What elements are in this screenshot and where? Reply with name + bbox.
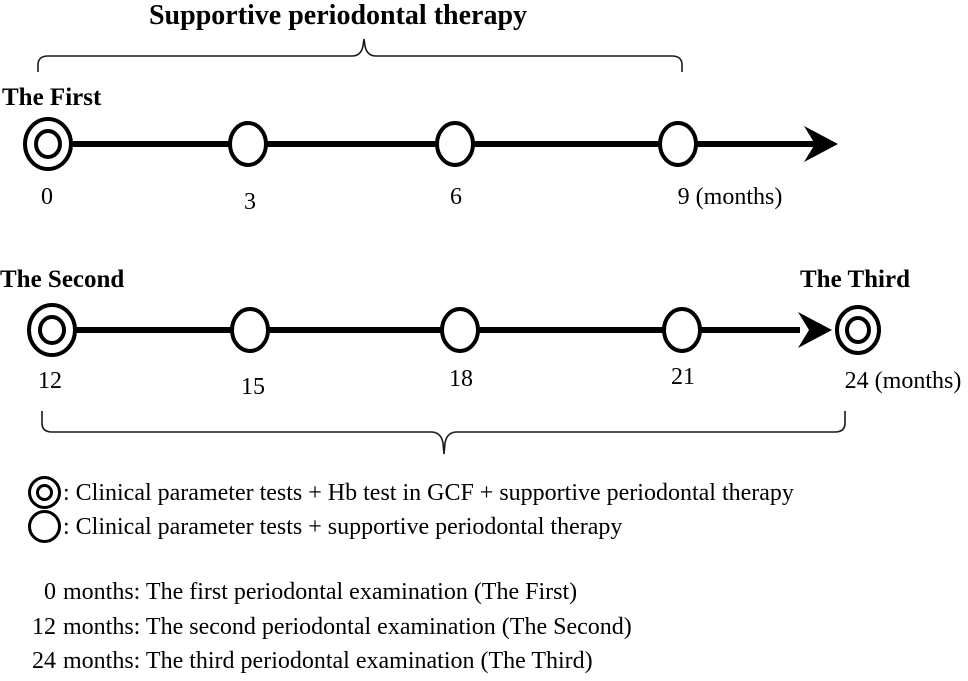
tick-21-months: 21 [671, 364, 695, 390]
note-second-number: 12 [32, 614, 56, 640]
event-6-months-circle-icon [435, 121, 475, 167]
tick-18-months: 18 [449, 366, 473, 392]
note-third-number: 24 [32, 648, 56, 674]
event-21-months-circle-icon [662, 307, 702, 353]
tick-0-months: 0 [41, 184, 53, 210]
circle-icon [28, 510, 62, 544]
note-first-text: months: The first periodontal examinatio… [63, 579, 578, 605]
tick-9-months: 9 (months) [677, 184, 783, 210]
note-second-text: months: The second periodontal examinati… [63, 614, 632, 640]
timeline-2 [27, 303, 881, 357]
event-12-months-inner-circle-icon [38, 315, 66, 345]
bottom-brace-path [41, 411, 846, 455]
legend-text-circle: : Clinical parameter tests + supportive … [63, 513, 623, 540]
legend-row-double-circle: : Clinical parameter tests + Hb test in … [28, 476, 794, 510]
note-third-text: months: The third periodontal examinatio… [63, 648, 593, 674]
note-third-examination: 24 months: The third periodontal examina… [28, 648, 593, 675]
timeline-2-arrowhead-icon [798, 312, 832, 348]
double-circle-icon [28, 476, 62, 510]
legend-row-circle: : Clinical parameter tests + supportive … [28, 510, 622, 544]
note-first-number: 0 [44, 579, 56, 605]
note-first-examination: 0 months: The first periodontal examinat… [28, 579, 577, 606]
timeline-1 [23, 117, 838, 171]
label-the-second: The Second [0, 266, 125, 293]
label-the-third: The Third [800, 266, 910, 293]
event-24-months-inner-circle-icon [845, 316, 871, 344]
tick-15-months: 15 [241, 374, 265, 400]
figure-title: Supportive periodontal therapy [148, 0, 528, 31]
note-second-examination: 12 months: The second periodontal examin… [28, 614, 632, 641]
tick-6-months: 6 [450, 184, 462, 210]
legend-text-double-circle: : Clinical parameter tests + Hb test in … [63, 479, 794, 506]
bottom-brace [41, 411, 846, 455]
event-9-months-circle-icon [658, 121, 698, 167]
timeline-1-arrowhead-icon [804, 126, 838, 162]
tick-3-months: 3 [244, 189, 256, 215]
top-brace-path [37, 38, 683, 72]
event-18-months-circle-icon [440, 307, 480, 353]
top-brace [37, 38, 683, 72]
tick-24-months: 24 (months) [844, 368, 962, 394]
label-the-first: The First [2, 84, 102, 111]
event-3-months-circle-icon [228, 121, 268, 167]
event-0-months-inner-circle-icon [34, 129, 62, 159]
tick-12-months: 12 [38, 368, 62, 394]
event-15-months-circle-icon [230, 307, 270, 353]
